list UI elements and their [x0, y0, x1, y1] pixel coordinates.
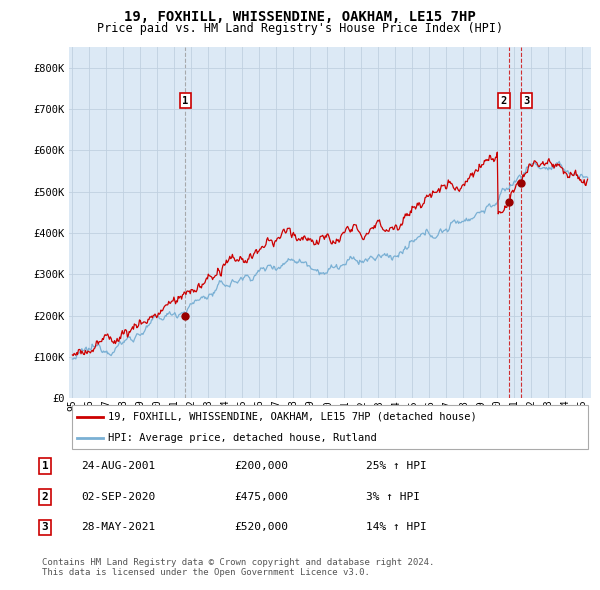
- Text: 2: 2: [500, 96, 507, 106]
- Text: 1: 1: [41, 461, 49, 471]
- Text: £200,000: £200,000: [234, 461, 288, 471]
- Text: Price paid vs. HM Land Registry's House Price Index (HPI): Price paid vs. HM Land Registry's House …: [97, 22, 503, 35]
- Text: HPI: Average price, detached house, Rutland: HPI: Average price, detached house, Rutl…: [108, 433, 377, 443]
- Text: 25% ↑ HPI: 25% ↑ HPI: [366, 461, 427, 471]
- Text: 28-MAY-2021: 28-MAY-2021: [81, 523, 155, 532]
- Text: 2: 2: [41, 492, 49, 502]
- Text: £520,000: £520,000: [234, 523, 288, 532]
- Text: £475,000: £475,000: [234, 492, 288, 502]
- Text: 19, FOXHILL, WHISSENDINE, OAKHAM, LE15 7HP: 19, FOXHILL, WHISSENDINE, OAKHAM, LE15 7…: [124, 10, 476, 24]
- Text: 24-AUG-2001: 24-AUG-2001: [81, 461, 155, 471]
- Text: 19, FOXHILL, WHISSENDINE, OAKHAM, LE15 7HP (detached house): 19, FOXHILL, WHISSENDINE, OAKHAM, LE15 7…: [108, 411, 477, 421]
- Text: 3: 3: [523, 96, 530, 106]
- Text: 14% ↑ HPI: 14% ↑ HPI: [366, 523, 427, 532]
- Text: 02-SEP-2020: 02-SEP-2020: [81, 492, 155, 502]
- Text: 3: 3: [41, 523, 49, 532]
- Text: 1: 1: [182, 96, 188, 106]
- FancyBboxPatch shape: [71, 405, 589, 449]
- Text: 3% ↑ HPI: 3% ↑ HPI: [366, 492, 420, 502]
- Text: Contains HM Land Registry data © Crown copyright and database right 2024.
This d: Contains HM Land Registry data © Crown c…: [42, 558, 434, 577]
